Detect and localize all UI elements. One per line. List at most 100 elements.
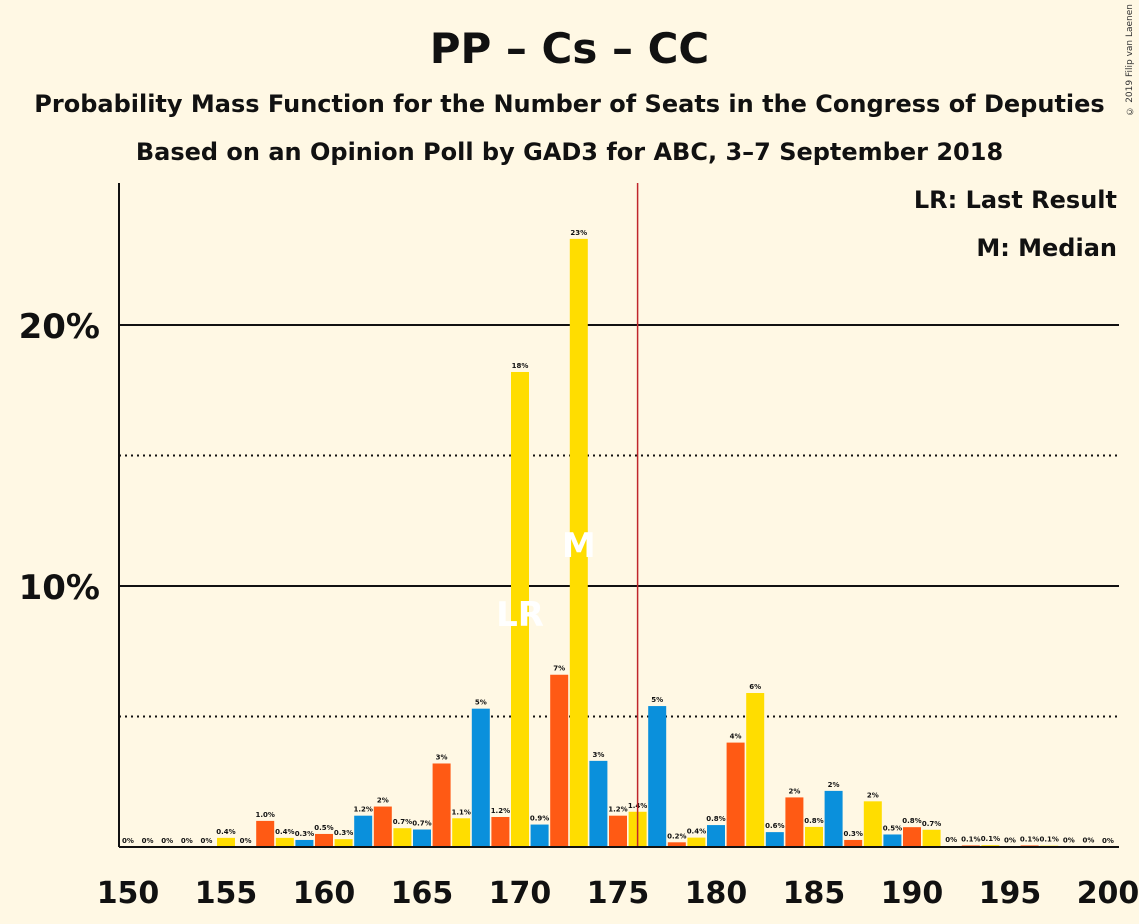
axes (118, 183, 1119, 848)
bar-173 (569, 238, 588, 847)
bar-label-197: 0.1% (1039, 836, 1058, 844)
bar-label-155: 0.4% (216, 828, 235, 836)
bar-label-150: 0% (122, 837, 134, 845)
legend-last-result: LR: Last Result (913, 186, 1117, 214)
bar-label-195: 0% (1004, 836, 1016, 844)
bar-label-173: 23% (570, 229, 587, 237)
bar-181 (726, 742, 745, 847)
bar-188 (863, 801, 882, 847)
bar-label-196: 0.1% (1020, 835, 1039, 843)
bar-175 (609, 815, 627, 847)
x-tick-200: 200 (1077, 876, 1139, 911)
bar-label-157: 1.0% (255, 811, 274, 819)
bar-177 (648, 706, 667, 847)
bar-label-182: 6% (749, 683, 761, 691)
tick-labels: 150 155 160 165 170 175 180 185 190 195 200 10% 20% (19, 307, 1139, 911)
bar-label-162: 1.2% (353, 806, 372, 814)
bar-161 (334, 839, 353, 847)
bar-168 (471, 708, 490, 847)
bar-label-178: 0.2% (667, 832, 686, 840)
bar-label-152: 0% (161, 837, 173, 845)
bar-162 (354, 815, 373, 847)
bar-167 (452, 818, 471, 847)
bar-159 (295, 839, 314, 847)
bar-label-191: 0.7% (922, 820, 941, 828)
bar-label-171: 0.9% (530, 815, 549, 823)
bar-174 (589, 760, 608, 847)
bar-label-185: 0.8% (804, 817, 823, 825)
bar-label-190: 0.8% (902, 817, 921, 825)
bar-label-158: 0.4% (275, 828, 294, 836)
bar-187 (844, 839, 863, 847)
bar-label-156: 0% (240, 837, 252, 845)
chart-title: PP – Cs – CC (429, 24, 710, 73)
bar-179 (687, 837, 706, 847)
bar-label-159: 0.3% (295, 830, 314, 838)
bar-164 (393, 828, 412, 847)
bar-186 (824, 790, 843, 847)
x-tick-190: 190 (881, 876, 944, 911)
bar-185 (805, 826, 823, 847)
legend-median: M: Median (976, 234, 1117, 262)
x-tick-195: 195 (979, 876, 1042, 911)
bar-label-188: 2% (867, 791, 879, 799)
x-tick-180: 180 (685, 876, 748, 911)
bar-label-164: 0.7% (393, 818, 412, 826)
bar-183 (765, 832, 784, 847)
gridlines (119, 324, 1119, 718)
bar-label-180: 0.8% (706, 815, 725, 823)
bar-label-200: 0% (1102, 837, 1114, 845)
bar-label-177: 5% (651, 696, 663, 704)
x-tick-170: 170 (489, 876, 552, 911)
x-tick-185: 185 (783, 876, 846, 911)
bar-label-166: 3% (436, 753, 448, 761)
bar-191 (922, 829, 941, 847)
bar-label-184: 2% (788, 787, 800, 795)
bar-label-169: 1.2% (491, 807, 510, 815)
bar-157 (256, 820, 275, 847)
bar-label-154: 0% (200, 837, 212, 845)
bar-label-160: 0.5% (314, 824, 333, 832)
bar-label-179: 0.4% (687, 828, 706, 836)
bar-166 (432, 763, 451, 847)
bar-labels: 0% 0% 0% 0% 0%0.4%0%1.0%0.4% 0.3%0.5%0.3%1.2%… (122, 229, 1114, 845)
bar-182 (746, 693, 765, 847)
chart-subtitle-poll: Based on an Opinion Poll by GAD3 for ABC… (135, 138, 1004, 166)
x-tick-160: 160 (293, 876, 356, 911)
bar-label-198: 0% (1063, 837, 1075, 845)
markers: LR M (496, 183, 639, 847)
bar-165 (413, 829, 431, 847)
bar-158 (275, 837, 294, 847)
bar-label-194: 0.1% (981, 835, 1000, 843)
bar-label-186: 2% (828, 781, 840, 789)
last-result-marker: LR (496, 595, 544, 635)
bar-label-163: 2% (377, 797, 389, 805)
bar-label-151: 0% (142, 837, 154, 845)
bar-169 (491, 816, 510, 847)
bar-label-167: 1.1% (451, 808, 470, 816)
bar-label-192: 0% (945, 836, 957, 844)
bar-171 (530, 824, 549, 847)
bar-label-199: 0% (1082, 837, 1094, 845)
bar-label-165: 0.7% (412, 820, 431, 828)
bar-163 (373, 806, 392, 847)
bar-label-161: 0.3% (334, 829, 353, 837)
bar-180 (707, 825, 725, 847)
bar-155 (217, 837, 235, 847)
bar-label-193: 0.1% (961, 835, 980, 843)
bar-184 (785, 797, 804, 847)
x-tick-155: 155 (195, 876, 258, 911)
bar-178 (667, 842, 686, 847)
y-tick-10: 10% (19, 568, 100, 608)
bar-label-168: 5% (475, 699, 487, 707)
x-tick-165: 165 (391, 876, 454, 911)
bar-label-189: 0.5% (883, 824, 902, 832)
bar-label-181: 4% (730, 733, 742, 741)
bars (217, 238, 1098, 847)
bar-label-175: 1.2% (608, 806, 627, 814)
bar-172 (550, 674, 569, 847)
bar-label-172: 7% (553, 665, 565, 673)
x-tick-150: 150 (97, 876, 160, 911)
bar-189 (883, 834, 902, 847)
